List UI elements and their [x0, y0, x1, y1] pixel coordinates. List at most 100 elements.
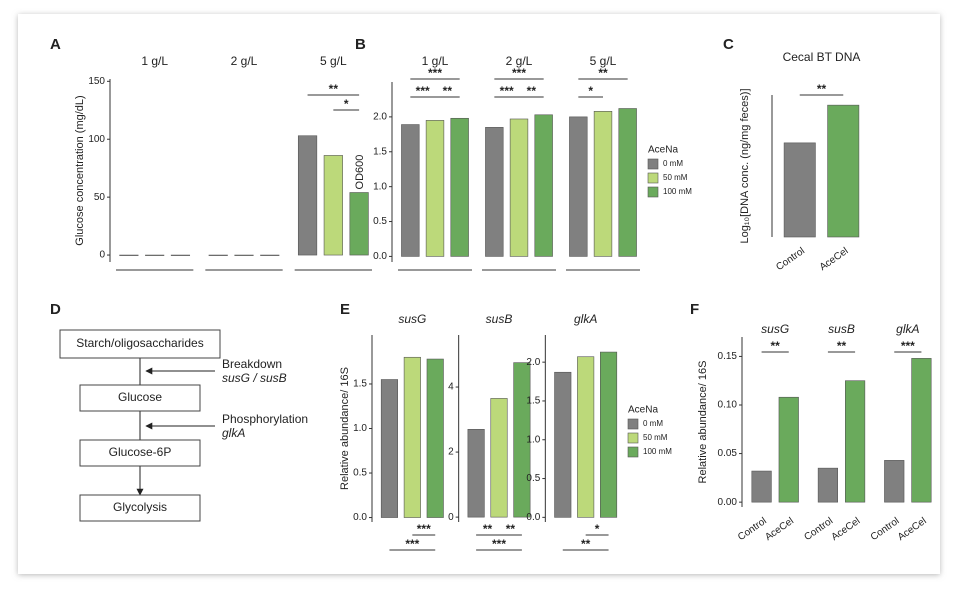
legend-swatch: [647, 186, 659, 198]
bar: [827, 104, 860, 238]
y-tick-label: 0.0: [353, 512, 367, 523]
bar: [783, 142, 816, 238]
legend-label: 100 mM: [663, 187, 692, 196]
legend-label: 0 mM: [663, 159, 683, 168]
y-tick-label: 2.0: [526, 357, 540, 368]
step-label: Breakdown: [222, 357, 282, 371]
significance: ***: [492, 537, 506, 551]
legend-label: 50 mM: [643, 433, 668, 442]
y-tick-label: 150: [88, 76, 105, 87]
y-tick-label: 0.10: [718, 400, 738, 411]
facet-title: 2 g/L: [231, 54, 258, 68]
facet-title: 1 g/L: [141, 54, 168, 68]
facet-title: susB: [486, 312, 513, 326]
y-tick-label: 0: [99, 250, 105, 261]
legend-swatch: [627, 418, 639, 430]
y-tick-label: 0.05: [718, 448, 738, 459]
panel-letter: D: [50, 301, 61, 318]
significance: *: [588, 84, 593, 98]
bar: [380, 379, 398, 518]
bar: [119, 254, 139, 256]
step-genes: glkA: [222, 426, 245, 440]
bar: [145, 254, 165, 256]
y-tick-label: 1.0: [526, 434, 540, 445]
facet-title: 2 g/L: [506, 54, 533, 68]
significance: **: [443, 84, 453, 98]
y-tick-label: 1.0: [353, 423, 367, 434]
significance: ***: [417, 522, 431, 536]
facet-title: susG: [398, 312, 426, 326]
y-axis-label: OD600: [354, 155, 366, 190]
y-tick-label: 0: [448, 512, 454, 523]
bar: [884, 460, 905, 503]
significance: **: [770, 339, 780, 353]
bar: [751, 470, 772, 503]
legend-label: 50 mM: [663, 173, 688, 182]
significance: **: [837, 339, 847, 353]
bar: [485, 127, 504, 257]
y-tick-label: 0.0: [526, 512, 540, 523]
step-genes: susG / susB: [222, 371, 287, 385]
bar: [593, 111, 613, 257]
node-box: [79, 494, 201, 522]
bar: [170, 254, 191, 256]
step-label: Phosphorylation: [222, 412, 308, 426]
bar: [425, 120, 445, 257]
legend-swatch: [627, 432, 639, 444]
facet-title: 1 g/L: [422, 54, 449, 68]
y-tick-label: 2: [448, 447, 454, 458]
significance: ***: [500, 84, 514, 98]
legend-swatch: [647, 158, 659, 170]
bar: [577, 356, 595, 518]
bar: [467, 429, 485, 518]
legend-label: 0 mM: [643, 419, 663, 428]
legend-title: AceNa: [648, 145, 678, 156]
facet-title: glkA: [896, 322, 919, 336]
significance: **: [483, 522, 493, 536]
bar: [600, 351, 618, 518]
facet-title: susG: [761, 322, 789, 336]
bar: [534, 114, 553, 257]
bar: [426, 358, 444, 518]
significance: ***: [428, 66, 442, 80]
node-label: Glycolysis: [113, 500, 167, 514]
significance: *: [344, 97, 349, 111]
panel-letter: E: [340, 301, 350, 318]
node-label: Glucose-6P: [109, 445, 172, 459]
significance: **: [329, 82, 339, 96]
significance: ***: [416, 84, 430, 98]
y-tick-label: 1.5: [526, 396, 540, 407]
y-tick-label: 1.5: [353, 379, 367, 390]
y-tick-label: 2.0: [373, 112, 387, 123]
bar: [208, 254, 228, 256]
y-tick-label: 4: [448, 382, 454, 393]
y-axis-label: Relative abundance/ 16S: [697, 361, 709, 484]
significance: ***: [512, 66, 526, 80]
bar: [260, 254, 280, 256]
y-tick-label: 0.5: [526, 473, 540, 484]
y-tick-label: 1.5: [373, 146, 387, 157]
bar: [234, 254, 254, 256]
legend-swatch: [627, 446, 639, 458]
significance: **: [527, 84, 537, 98]
node-label: Glucose: [118, 390, 162, 404]
y-axis-label: Log₁₀[DNA conc. (ng/mg feces)]: [739, 88, 751, 243]
panel-letter: B: [355, 36, 366, 53]
significance: **: [581, 537, 591, 551]
legend-swatch: [647, 172, 659, 184]
bar: [845, 380, 866, 503]
node-box: [59, 329, 221, 359]
bar: [450, 117, 469, 257]
y-axis-label: Relative abundance/ 16S: [339, 367, 351, 490]
legend-title: AceNa: [628, 405, 658, 416]
bar: [817, 467, 838, 503]
y-tick-label: 0.5: [373, 216, 387, 227]
significance: *: [595, 522, 600, 536]
bar: [323, 155, 343, 256]
bar: [911, 358, 932, 503]
node-box: [79, 384, 201, 412]
y-tick-label: 100: [88, 134, 105, 145]
y-tick-label: 50: [94, 192, 106, 203]
panel-letter: A: [50, 36, 61, 53]
